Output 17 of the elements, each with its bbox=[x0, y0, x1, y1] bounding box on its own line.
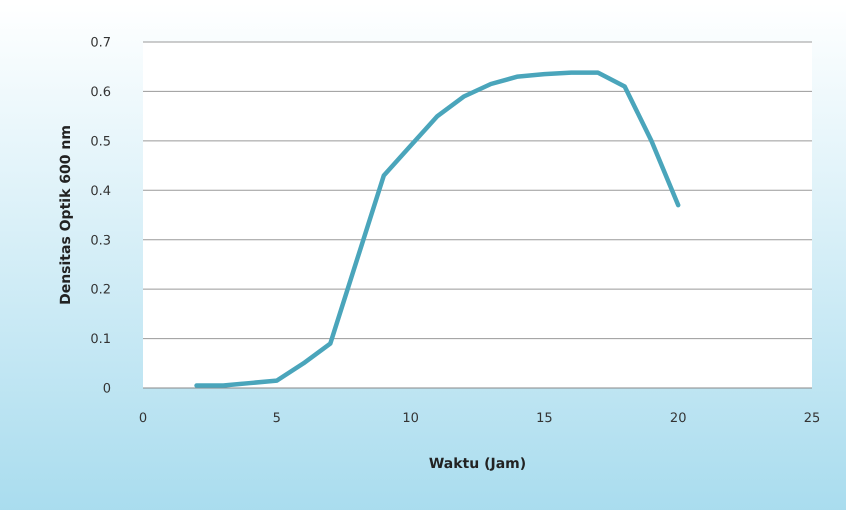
y-tick-label: 0.5 bbox=[90, 134, 111, 150]
y-tick-label: 0 bbox=[102, 382, 111, 397]
y-tick-label: 0.2 bbox=[90, 282, 111, 298]
y-tick-label: 0.4 bbox=[90, 184, 111, 199]
x-tick-label: 15 bbox=[536, 411, 553, 426]
x-tick-label: 5 bbox=[272, 411, 281, 426]
y-tick-label: 0.1 bbox=[90, 332, 111, 348]
y-tick-label: 0.3 bbox=[90, 233, 111, 248]
x-tick-label: 10 bbox=[402, 411, 419, 426]
line-series bbox=[194, 70, 680, 388]
y-axis-title: Densitas Optik 600 nm bbox=[58, 125, 74, 305]
y-tick-label: 0.7 bbox=[90, 36, 111, 51]
x-tick-label: 20 bbox=[670, 411, 686, 426]
y-tick-label: 0.6 bbox=[90, 84, 111, 100]
x-tick-label: 25 bbox=[804, 411, 820, 426]
x-axis-title: Waktu (Jam) bbox=[428, 456, 526, 472]
x-tick-label: 0 bbox=[138, 411, 148, 426]
